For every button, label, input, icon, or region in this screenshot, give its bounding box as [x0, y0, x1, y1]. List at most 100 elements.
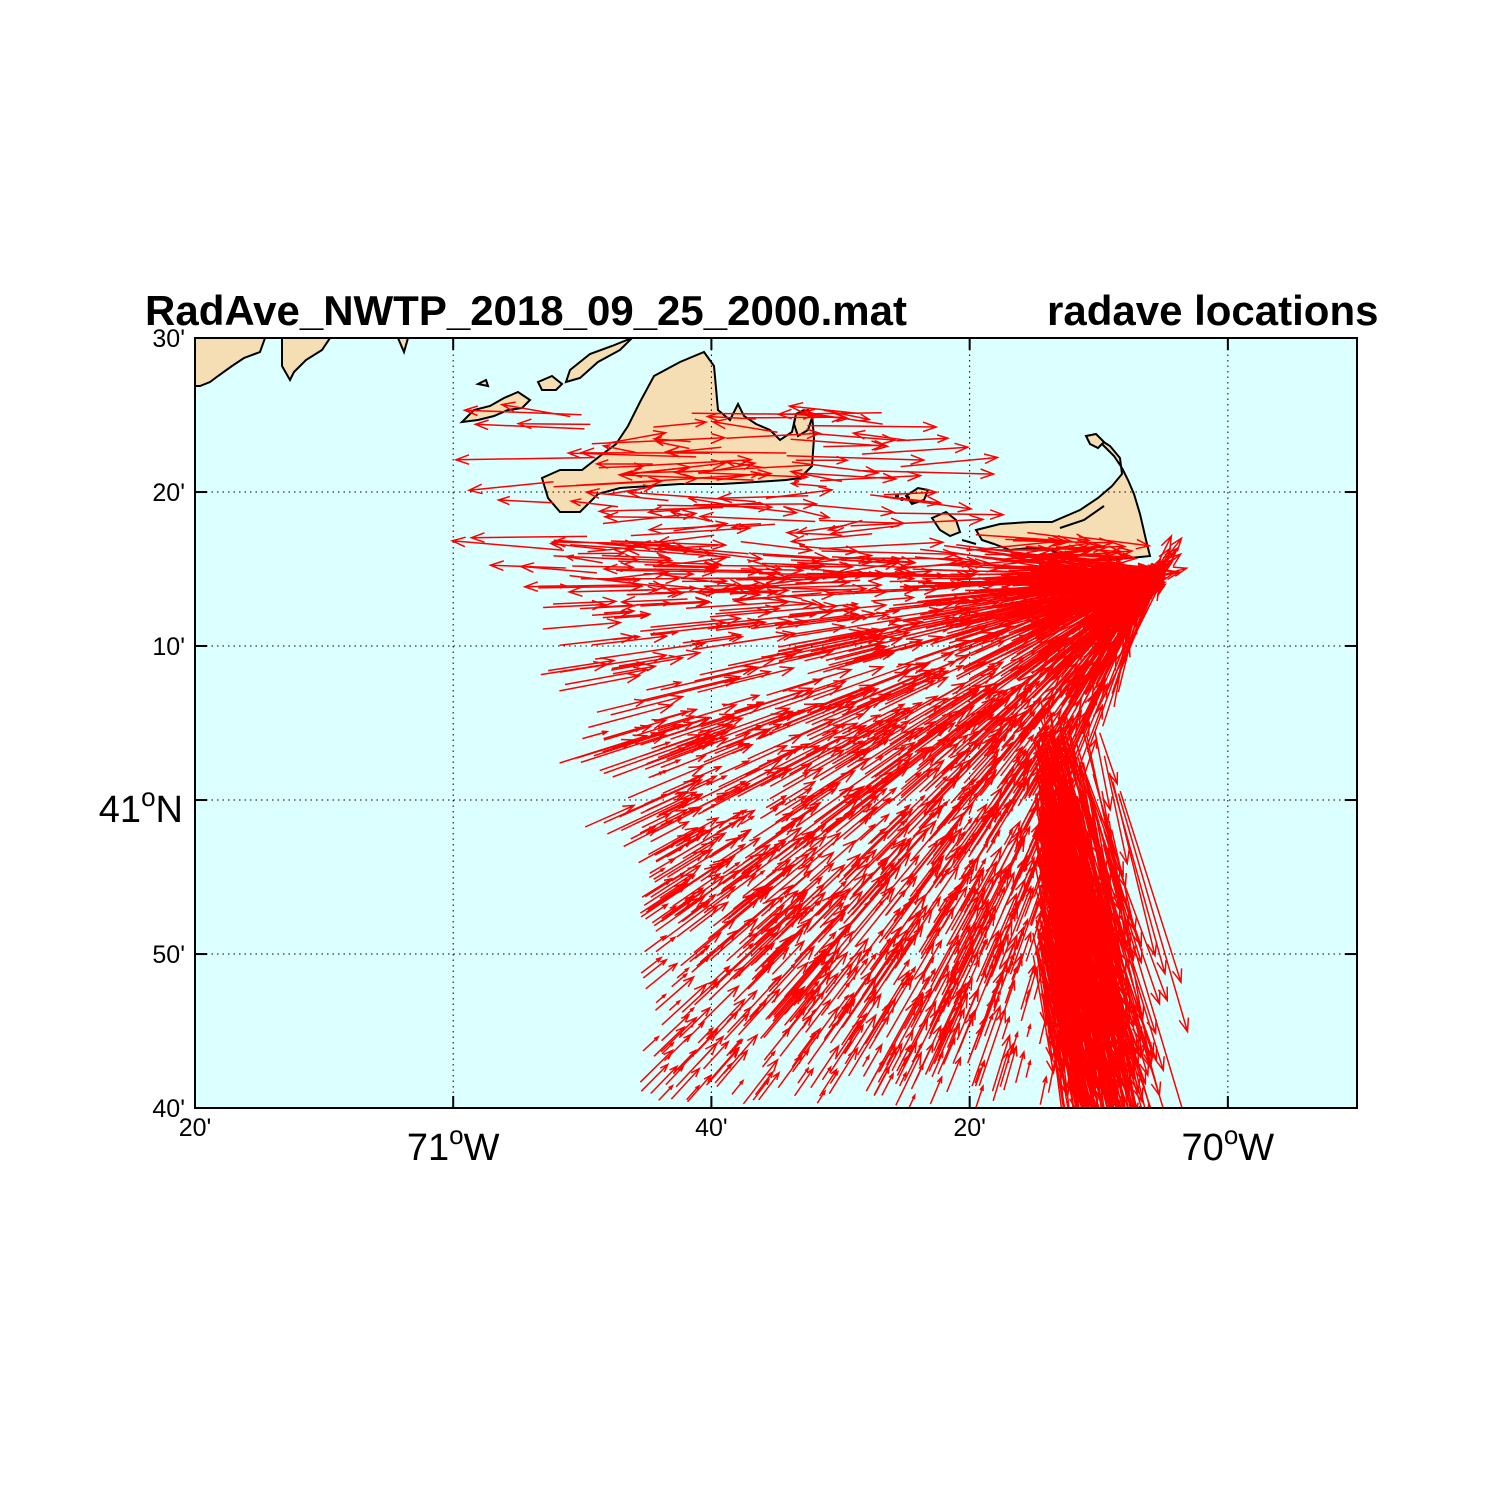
current-arrow — [654, 708, 699, 723]
current-arrow — [1083, 982, 1111, 1108]
current-arrow — [983, 961, 994, 984]
current-arrow — [901, 936, 913, 952]
current-arrow — [671, 871, 686, 882]
current-arrow — [542, 618, 623, 630]
current-arrow — [630, 523, 753, 537]
current-arrow — [960, 891, 985, 938]
current-arrow — [855, 946, 890, 994]
wauwinet-spit — [1084, 432, 1106, 450]
current-arrow — [473, 419, 585, 431]
current-arrow — [933, 994, 950, 1026]
current-arrow — [954, 740, 984, 769]
current-arrow — [1061, 565, 1144, 577]
current-arrow — [947, 730, 979, 758]
current-arrow — [853, 784, 873, 800]
current-arrow — [1046, 946, 1085, 1108]
current-arrow — [881, 1071, 895, 1096]
current-arrow — [664, 546, 764, 563]
current-arrow — [793, 1067, 815, 1097]
mainland-coast-east — [281, 338, 332, 383]
current-arrow — [834, 1019, 862, 1060]
current-arrow — [686, 1084, 701, 1101]
current-arrow — [995, 777, 1009, 797]
current-arrow — [950, 886, 977, 931]
current-arrow — [849, 957, 869, 983]
current-arrow — [650, 630, 680, 637]
current-arrow — [897, 1000, 924, 1048]
current-arrow — [1001, 856, 1028, 913]
current-arrow — [559, 651, 669, 673]
current-arrow — [1112, 943, 1164, 1108]
current-arrow — [671, 972, 689, 988]
current-arrow — [760, 917, 780, 935]
current-arrow — [798, 823, 827, 846]
current-arrow — [883, 488, 939, 498]
current-arrow — [1000, 979, 1016, 1022]
current-arrow — [716, 809, 757, 834]
current-arrow — [601, 563, 700, 575]
current-arrow — [853, 707, 911, 739]
current-arrow — [596, 698, 647, 713]
current-arrow — [647, 523, 762, 535]
current-arrow — [963, 744, 1000, 784]
current-arrow — [577, 549, 627, 558]
current-arrow — [937, 1022, 961, 1075]
current-arrow — [1029, 898, 1040, 925]
current-arrow — [768, 985, 806, 1030]
tuckernuck — [930, 510, 962, 538]
current-arrow — [804, 569, 913, 581]
current-arrow — [802, 787, 827, 805]
current-arrow — [1013, 825, 1031, 859]
current-arrow — [985, 942, 1005, 987]
current-arrow — [644, 793, 669, 805]
current-arrow — [827, 688, 880, 710]
current-arrow — [784, 787, 813, 806]
current-arrow — [789, 533, 873, 546]
current-arrow — [670, 1066, 701, 1100]
current-arrow — [819, 671, 911, 708]
current-arrow — [784, 988, 815, 1026]
current-arrow — [858, 641, 926, 662]
current-arrow — [1069, 738, 1088, 812]
current-arrow — [783, 505, 832, 520]
current-arrow — [672, 872, 722, 907]
current-arrow — [1003, 828, 1014, 846]
current-arrow — [566, 447, 697, 459]
current-arrow — [957, 778, 977, 800]
current-arrow — [655, 440, 690, 450]
current-arrow — [802, 899, 821, 918]
current-arrow — [552, 596, 619, 608]
current-arrow — [678, 1006, 712, 1039]
current-arrow — [1001, 576, 1100, 588]
current-arrow — [1019, 730, 1030, 744]
current-arrow — [950, 921, 977, 974]
current-arrow — [884, 679, 937, 705]
current-arrow — [916, 736, 958, 771]
current-arrow — [770, 916, 814, 960]
current-arrow — [830, 903, 850, 924]
current-arrow — [912, 975, 930, 1006]
current-arrow — [731, 1079, 745, 1095]
current-arrow — [983, 709, 1027, 757]
current-arrow — [857, 783, 881, 801]
current-arrow — [1078, 536, 1152, 550]
current-arrow — [1071, 554, 1119, 565]
current-arrow — [689, 765, 723, 781]
current-arrow — [974, 840, 989, 864]
current-arrow — [803, 980, 820, 1000]
current-arrow — [883, 761, 910, 782]
current-arrow — [878, 676, 950, 712]
current-arrow — [719, 598, 817, 612]
current-arrow — [1013, 856, 1035, 906]
current-arrow — [666, 754, 707, 772]
current-arrow — [651, 741, 672, 750]
current-arrow — [868, 608, 901, 616]
current-arrow — [697, 1026, 715, 1044]
current-arrow — [788, 851, 835, 892]
current-arrow — [918, 751, 964, 793]
current-arrow — [1014, 1049, 1026, 1083]
x-tick-label-degree: 70oW — [1182, 1120, 1275, 1169]
current-arrow — [810, 1044, 840, 1089]
islet-1 — [474, 378, 490, 388]
current-arrow — [1038, 917, 1087, 1107]
